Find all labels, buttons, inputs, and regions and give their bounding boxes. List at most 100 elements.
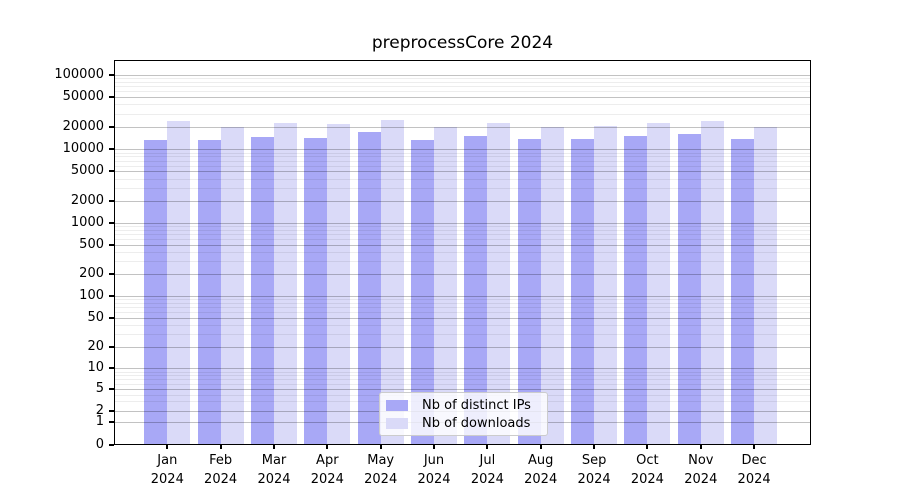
gridline (114, 222, 811, 224)
x-tick-label-oct: Oct 2024 (630, 453, 664, 487)
y-tick-label: 100000 (54, 66, 104, 82)
gridline (114, 261, 811, 262)
x-tick-mark (646, 445, 649, 449)
bar-ips-jul (464, 135, 488, 445)
legend-label-downloads: Nb of downloads (422, 415, 531, 431)
gridline (114, 229, 811, 231)
x-tick-label-jan: Jan 2024 (150, 453, 184, 487)
y-tick-mark (109, 170, 114, 173)
gridline (114, 333, 811, 335)
gridline (114, 383, 811, 385)
y-tick-mark (109, 421, 114, 424)
y-tick-label: 500 (79, 236, 104, 252)
gridline (114, 346, 811, 348)
gridline (114, 149, 811, 151)
legend-swatch-ips (386, 399, 408, 411)
bar-ips-aug (517, 139, 541, 445)
gridline (114, 296, 811, 297)
gridline (114, 74, 811, 76)
x-tick-mark (219, 445, 222, 449)
x-tick-label-aug: Aug 2024 (524, 453, 558, 487)
gridline (114, 375, 811, 377)
x-tick-label-nov: Nov 2024 (684, 453, 718, 487)
gridline (114, 273, 811, 275)
legend-item-ips: Nb of distinct IPs (386, 398, 541, 413)
gridline (114, 165, 811, 167)
gridline (114, 303, 811, 304)
bar-ips-jan (144, 140, 168, 445)
gridline (114, 379, 811, 381)
x-tick-label-feb: Feb 2024 (204, 453, 238, 487)
y-tick-label: 100 (79, 288, 104, 303)
bar-ips-nov (677, 133, 701, 445)
x-tick-mark (753, 445, 756, 449)
gridline (114, 234, 811, 236)
gridline (114, 368, 811, 370)
y-tick-label: 20 (87, 338, 104, 354)
gridline (114, 324, 811, 326)
gridline (114, 200, 811, 202)
bar-downloads-nov (700, 120, 724, 445)
bar-ips-jun (411, 140, 434, 445)
x-tick-mark (273, 445, 275, 449)
gridline (114, 104, 811, 106)
y-tick-mark (109, 96, 114, 99)
bar-ips-dec (731, 138, 755, 445)
bar-downloads-oct (647, 122, 671, 445)
y-tick-mark (109, 243, 114, 246)
gridline (114, 251, 811, 253)
gridline (114, 299, 811, 301)
y-tick-label: 10000 (62, 141, 104, 157)
bar-ips-apr (304, 137, 328, 445)
gridline (114, 389, 811, 391)
y-tick-mark (109, 295, 114, 297)
x-tick-mark (379, 445, 382, 449)
bar-downloads-jun (434, 126, 457, 445)
bar-downloads-jul (487, 123, 511, 445)
y-tick-mark (109, 272, 114, 275)
x-tick-mark (593, 445, 596, 449)
x-tick-label-apr: Apr 2024 (310, 453, 344, 487)
bar-downloads-dec (754, 126, 778, 445)
bar-ips-may (357, 131, 381, 445)
y-tick-label: 1000 (70, 214, 104, 230)
gridline (114, 317, 811, 319)
gridline (114, 226, 811, 228)
gridline (114, 171, 811, 173)
bar-ips-oct (624, 135, 648, 445)
y-tick-label: 2000 (70, 192, 104, 208)
gridline (114, 113, 811, 115)
x-tick-label-jun: Jun 2024 (417, 453, 451, 487)
x-tick-mark (699, 445, 702, 449)
y-tick-label: 1 (95, 414, 104, 430)
x-tick-label-mar: Mar 2024 (257, 453, 291, 487)
gridline (114, 178, 811, 180)
gridline (114, 156, 811, 158)
bar-downloads-may (380, 119, 404, 445)
gridline (114, 126, 811, 128)
gridline (114, 244, 811, 246)
x-tick-label-jul: Jul 2024 (470, 453, 504, 487)
x-tick-mark (539, 445, 542, 449)
y-tick-mark (109, 221, 114, 224)
gridline (114, 78, 811, 80)
bar-ips-mar (251, 137, 274, 445)
bar-downloads-sep (594, 125, 618, 445)
y-tick-mark (109, 367, 114, 370)
bar-downloads-feb (220, 126, 244, 445)
legend: Nb of distinct IPs Nb of downloads (379, 392, 548, 436)
y-tick-mark (109, 388, 114, 391)
bar-downloads-aug (540, 126, 564, 445)
gridline (114, 91, 811, 93)
chart-title: preprocessCore 2024 (371, 33, 554, 53)
y-tick-label: 0 (95, 437, 104, 452)
gridline (114, 312, 811, 313)
legend-label-ips: Nb of distinct IPs (422, 397, 531, 413)
x-tick-mark (166, 445, 169, 449)
gridline (114, 187, 811, 189)
y-tick-label: 200 (79, 265, 104, 281)
y-tick-mark (109, 316, 114, 319)
bar-ips-sep (571, 138, 595, 445)
y-tick-mark (109, 199, 114, 202)
y-tick-label: 5000 (70, 163, 104, 179)
